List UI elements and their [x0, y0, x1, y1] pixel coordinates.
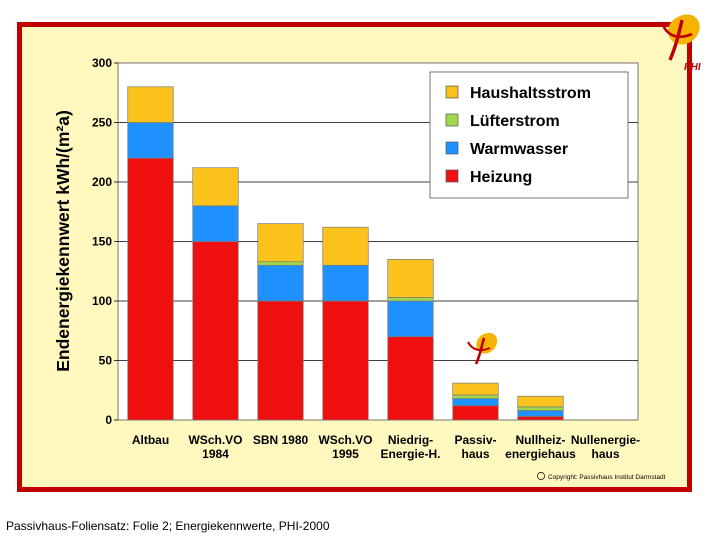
legend-swatch [445, 85, 459, 99]
x-category-label: Energie-H. [380, 447, 440, 461]
bar-segment-lfterstrom [452, 394, 499, 399]
legend-entry: Heizung [470, 169, 532, 186]
x-category-label: Nullenergie- [571, 433, 640, 447]
legend-swatch [445, 113, 459, 127]
phi-logo-icon [660, 14, 700, 61]
bar-segment-heizung [127, 157, 174, 421]
bar-segment-heizung [387, 336, 434, 421]
bar-segment-heizung [322, 300, 369, 421]
x-category-label: haus [591, 447, 619, 461]
x-category-label: energiehaus [505, 447, 576, 461]
y-tick-label: 150 [92, 235, 112, 249]
x-category-label: 1984 [202, 447, 229, 461]
bar-segment-haushaltsstrom [257, 223, 304, 263]
legend: Haushaltsstrom Lüfterstrom Warmwasser Heizu… [445, 85, 591, 186]
bar-segment-haushaltsstrom [517, 395, 564, 408]
legend-entry: Haushaltsstrom [470, 85, 591, 102]
bar-segment-heizung [517, 416, 564, 421]
x-category-label: WSch.VO [188, 433, 242, 447]
bar-segment-heizung [257, 300, 304, 421]
bar-segment-haushaltsstrom [192, 167, 239, 207]
legend-box [429, 71, 629, 199]
phi-logo-text: PHI [684, 62, 701, 73]
y-tick-label: 250 [92, 116, 112, 130]
x-category-label: haus [461, 447, 489, 461]
x-category-label: 1995 [332, 447, 359, 461]
bar-segment-lfterstrom [517, 406, 564, 411]
x-category-label: Nullheiz- [516, 433, 566, 447]
x-category-label: Altbau [132, 433, 169, 447]
x-category-label: Niedrig- [388, 433, 433, 447]
copyright-note: Copyright: Passivhaus Institut Darmstadt [548, 474, 666, 481]
y-tick-label: 100 [92, 294, 112, 308]
bar-segment-warmwasser [517, 410, 564, 417]
y-tick-label: 0 [105, 413, 112, 427]
slide-footer: Passivhaus-Foliensatz: Folie 2; Energiek… [6, 519, 330, 533]
bar-stacks [127, 86, 564, 421]
bar-segment-haushaltsstrom [127, 86, 174, 123]
bar-segment-warmwasser [322, 264, 369, 302]
x-category-label: Passiv- [454, 433, 496, 447]
bar-segment-haushaltsstrom [322, 226, 369, 266]
legend-entry: Lüfterstrom [470, 113, 560, 130]
bar-segment-haushaltsstrom [387, 259, 434, 298]
bar-segment-lfterstrom [257, 261, 304, 266]
bar-segment-warmwasser [192, 205, 239, 242]
bar-segment-warmwasser [452, 398, 499, 407]
legend-swatch [445, 141, 459, 155]
legend-swatch [445, 169, 459, 183]
bar-segment-haushaltsstrom [452, 382, 499, 396]
bar-segment-lfterstrom [387, 297, 434, 302]
y-tick-labels: 0 50 100 150 200 250 300 [92, 56, 112, 427]
bar-segment-heizung [452, 405, 499, 421]
copyright-symbol-icon [537, 472, 545, 480]
x-category-label: SBN 1980 [253, 433, 309, 447]
bar-segment-warmwasser [127, 122, 174, 159]
bar-segment-warmwasser [257, 264, 304, 302]
small-phi-logo-icon [467, 332, 498, 365]
y-tick-label: 50 [99, 354, 113, 368]
x-category-label: WSch.VO [318, 433, 372, 447]
y-axis-label: Endenergiekennwert kWh/(m²a) [53, 110, 73, 372]
legend-entry: Warmwasser [470, 141, 568, 158]
y-tick-label: 200 [92, 175, 112, 189]
y-tick-label: 300 [92, 56, 112, 70]
bar-segment-warmwasser [387, 300, 434, 338]
bar-segment-heizung [192, 241, 239, 421]
